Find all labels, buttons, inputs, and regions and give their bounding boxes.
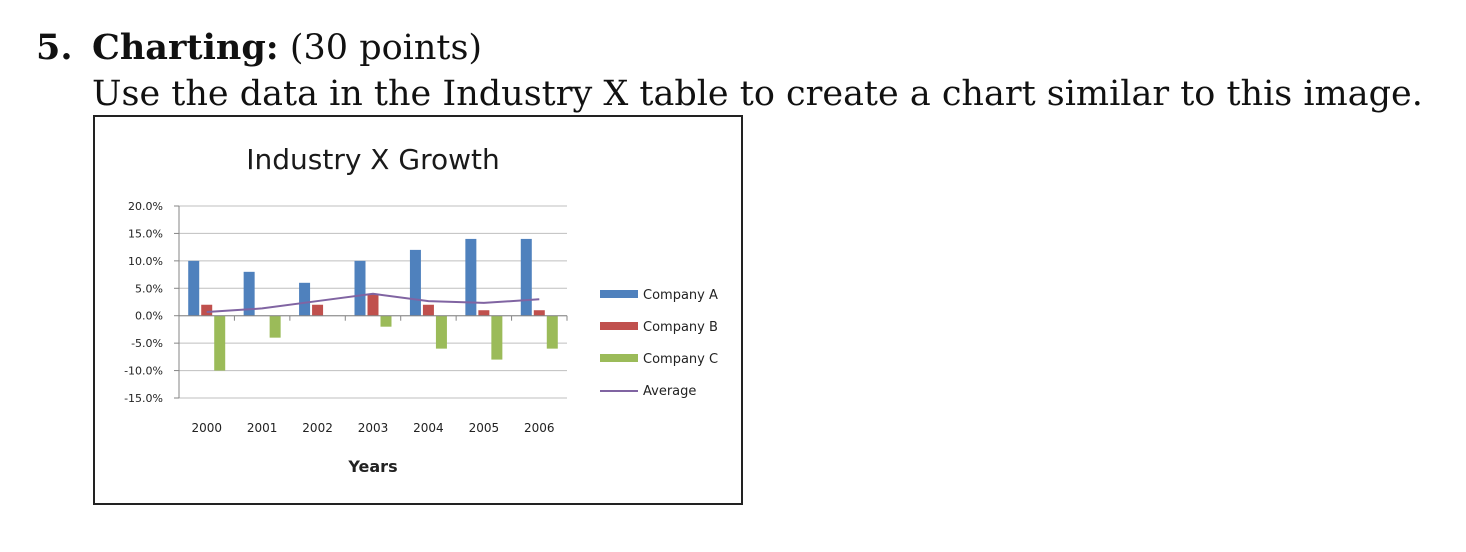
- bar-company-c-2001: [269, 315, 281, 338]
- bar-company-b-2000: [201, 304, 213, 316]
- plot-area: 20.0% 15.0% 10.0% 5.0% 0.0% -5.0% -10.0% -15.0%…: [124, 200, 568, 435]
- bar-company-a-2005: [465, 238, 477, 316]
- y-tick-label: 20.0%: [128, 200, 163, 213]
- legend: Company A Company B Company C Average: [600, 288, 718, 399]
- bar-company-c-2005: [491, 315, 503, 360]
- bar-company-c-2003: [380, 315, 392, 327]
- question-points: (30 points): [289, 28, 483, 68]
- bar-company-a-2001: [243, 271, 255, 316]
- bar-company-c-2006: [546, 315, 558, 349]
- y-tick-label: -15.0%: [124, 392, 163, 405]
- bar-company-b-2002: [312, 304, 324, 316]
- chart-title: Industry X Growth: [246, 143, 500, 176]
- bar-company-b-2004: [422, 304, 434, 316]
- x-tick-label: 2002: [302, 421, 333, 435]
- y-tick-label: -10.0%: [124, 365, 163, 378]
- x-axis-label: Years: [347, 457, 397, 476]
- y-tick-label: 0.0%: [135, 310, 163, 323]
- x-tick-label: 2003: [358, 421, 389, 435]
- y-tick-label: 10.0%: [128, 255, 163, 268]
- question-label: Charting:: [92, 27, 279, 68]
- x-tick-label: 2004: [413, 421, 444, 435]
- bar-company-a-2004: [409, 249, 421, 316]
- x-tick-label: 2006: [524, 421, 555, 435]
- question-heading: 5. Charting: (30 points): [36, 26, 482, 70]
- y-tick-label: 15.0%: [128, 227, 163, 240]
- industry-growth-chart: Industry X Growth Years 20.0% 15.0% 10.0% 5…: [124, 143, 718, 476]
- y-tick-label: -5.0%: [131, 337, 163, 350]
- chart-frame: Industry X Growth Years 20.0% 15.0% 10.0% 5…: [93, 115, 743, 505]
- x-tick-label: 2000: [191, 421, 222, 435]
- bar-company-b-2006: [533, 310, 545, 316]
- y-tick-label: 5.0%: [135, 282, 163, 295]
- series-line-average: [206, 292, 540, 314]
- legend-label: Company C: [643, 352, 718, 367]
- bar-company-a-2003: [354, 260, 366, 316]
- bar-company-a-2000: [188, 260, 200, 316]
- bar-company-b-2003: [367, 293, 379, 316]
- x-tick-label: 2001: [247, 421, 278, 435]
- legend-swatch-company-b: [600, 322, 638, 330]
- question-instruction: Use the data in the Industry X table to …: [92, 74, 1423, 114]
- bar-company-a-2002: [299, 282, 311, 316]
- legend-swatch-company-c: [600, 354, 638, 362]
- legend-label: Company B: [643, 320, 718, 335]
- bar-company-c-2000: [214, 315, 226, 371]
- bar-company-c-2004: [435, 315, 447, 349]
- legend-label: Average: [643, 384, 696, 399]
- bar-company-a-2006: [520, 238, 532, 316]
- legend-swatch-company-a: [600, 290, 638, 298]
- legend-label: Company A: [643, 288, 718, 303]
- x-tick-label: 2005: [469, 421, 500, 435]
- question-number: 5.: [36, 27, 73, 68]
- bar-company-b-2005: [478, 310, 490, 316]
